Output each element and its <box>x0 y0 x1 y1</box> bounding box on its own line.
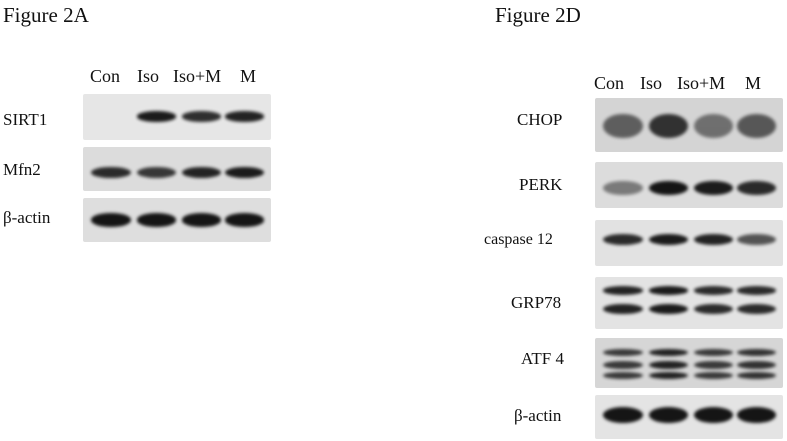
blot-caspase-12 <box>595 220 783 266</box>
blot-band <box>648 304 689 315</box>
blot-band <box>693 233 734 245</box>
row-label-caspase-12: caspase 12 <box>484 231 553 248</box>
lane-label-m: M <box>240 66 257 86</box>
lane-label-con: Con <box>90 66 121 86</box>
blot-sirt1 <box>83 94 271 140</box>
blot-band <box>736 349 777 356</box>
blot-band <box>736 407 777 424</box>
blot-band <box>603 181 643 196</box>
blot-beta-actin-a <box>83 198 271 242</box>
blot-band <box>693 372 734 379</box>
blot-band <box>181 213 222 227</box>
blot-band <box>648 372 689 379</box>
lane-label-iso-d: Iso <box>640 73 662 93</box>
blot-band <box>136 166 177 179</box>
blot-band <box>603 407 643 424</box>
lane-label-con-d: Con <box>594 73 625 93</box>
blot-band <box>736 372 777 379</box>
row-label-atf4: ATF 4 <box>521 349 564 368</box>
blot-band <box>736 114 777 139</box>
blot-band <box>136 213 177 227</box>
blot-band <box>736 360 777 369</box>
blot-band <box>693 349 734 356</box>
blot-band <box>648 233 689 245</box>
blot-band <box>693 181 734 196</box>
blot-band <box>224 166 265 179</box>
blot-band <box>91 213 131 227</box>
lane-label-iso: Iso <box>137 66 159 86</box>
blot-mfn2 <box>83 147 271 191</box>
figure-2a-title: Figure 2A <box>3 3 89 27</box>
blot-band <box>224 111 265 122</box>
blot-beta-actin-d <box>595 395 783 439</box>
blot-band <box>693 360 734 369</box>
blot-band <box>181 166 222 179</box>
figure-2d-title: Figure 2D <box>495 3 581 27</box>
blot-band <box>693 286 734 295</box>
blot-band <box>224 213 265 227</box>
row-label-beta-actin-a: β-actin <box>3 208 51 227</box>
lane-label-m-d: M <box>745 73 762 93</box>
blot-band <box>736 181 777 196</box>
blot-band <box>693 114 734 139</box>
lane-label-iso-m: Iso+M <box>173 66 222 86</box>
blot-chop <box>595 98 783 152</box>
blot-band <box>736 286 777 295</box>
blot-band <box>603 233 643 245</box>
row-label-beta-actin-d: β-actin <box>514 406 562 425</box>
row-label-chop: CHOP <box>517 110 563 129</box>
blot-band <box>603 372 643 379</box>
blot-band <box>736 233 777 245</box>
row-label-mfn2: Mfn2 <box>3 160 41 179</box>
blot-band <box>603 286 643 295</box>
blot-grp78 <box>595 277 783 329</box>
row-label-grp78: GRP78 <box>511 293 562 312</box>
blot-band <box>603 114 643 139</box>
blot-band <box>648 360 689 369</box>
blot-band <box>136 111 177 122</box>
blot-band <box>603 349 643 356</box>
row-label-sirt1: SIRT1 <box>3 110 48 129</box>
blot-atf4 <box>595 338 783 388</box>
blot-band <box>736 304 777 315</box>
blot-band <box>181 111 222 122</box>
blot-band <box>648 181 689 196</box>
blot-band <box>603 360 643 369</box>
lane-label-iso-m-d: Iso+M <box>677 73 726 93</box>
blot-band <box>91 166 131 179</box>
row-label-perk: PERK <box>519 175 563 194</box>
blot-perk <box>595 162 783 208</box>
blot-band <box>603 304 643 315</box>
blot-band <box>648 407 689 424</box>
blot-band <box>648 349 689 356</box>
blot-band <box>648 286 689 295</box>
blot-band <box>648 114 689 139</box>
blot-band <box>693 304 734 315</box>
blot-band <box>693 407 734 424</box>
